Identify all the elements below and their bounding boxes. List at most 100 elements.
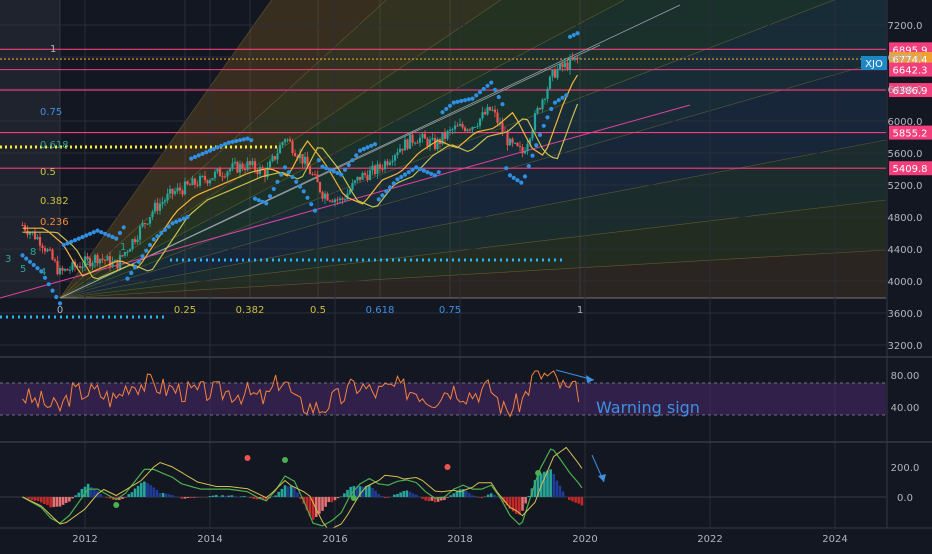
psar-dot [425,170,429,174]
macd-histogram-bar [159,493,162,497]
time-tick-label: 2022 [697,534,722,545]
macd-histogram-bar [384,497,387,498]
psar-dot [114,237,118,241]
psar-dot [534,143,538,147]
candle-body [231,163,233,169]
candle-body [356,177,358,181]
psar-dot [95,229,99,233]
macd-histogram-bar [415,495,418,497]
macd-histogram-bar [468,493,471,497]
candle-body [491,110,493,111]
macd-histogram-bar [277,492,280,497]
psar-dot [470,97,474,101]
macd-histogram-bar [27,497,30,499]
macd-histogram-bar [452,493,455,497]
psar-dot [437,170,441,174]
macd-histogram-bar [331,497,334,502]
macd-histogram-bar [62,497,65,505]
psar-dot [482,87,486,91]
macd-histogram-bar [546,471,549,497]
candle-body [279,145,281,153]
psar-dot [234,139,238,143]
macd-histogram-bar [524,497,527,503]
candle-body [481,112,483,118]
candle-body [176,188,178,192]
psar-dot [178,218,182,222]
macd-histogram-bar [446,497,449,498]
candle-body [154,203,156,212]
candle-body [389,162,391,165]
psar-dot [542,124,546,128]
candle-body [526,144,528,151]
macd-histogram-bar [377,494,380,497]
candle-body [341,198,343,200]
macd-histogram-bar [577,497,580,504]
candle-body [416,143,418,144]
candle-body [61,268,63,271]
macd-histogram-bar [224,496,227,497]
psar-dot [448,104,452,108]
macd-histogram-bar [227,496,230,497]
candle-body [551,70,553,77]
macd-histogram-bar [406,490,409,497]
psar-dot [489,81,493,85]
psar-dot [418,167,422,171]
candle-body [36,237,38,239]
psar-dot [189,157,193,161]
candle-body [369,170,371,180]
candle-body [539,108,541,109]
candle-body [524,151,526,153]
candle-body [501,123,503,132]
rsi-band [0,383,886,415]
fib-price-label: 0.5 [40,167,56,178]
psar-dot [88,232,92,236]
psar-dot [403,173,407,177]
psar-dot [167,225,171,229]
psar-dot [512,176,516,180]
macd-histogram-bar [56,497,59,507]
candle-body [376,164,378,174]
candle-body [51,250,53,260]
macd-histogram-bar [152,487,155,497]
macd-histogram-bar [146,483,149,497]
macd-histogram-bar [215,495,218,497]
macd-histogram-bar [46,497,49,505]
psar-dot [148,243,152,247]
symbol-badge[interactable]: XJO [861,56,887,70]
candle-body [544,99,546,100]
fib-price-label: 1 [50,44,56,55]
candle-body [566,62,568,69]
psar-dot [530,154,534,158]
psar-dot [429,172,433,176]
candle-body [289,139,291,141]
fib-time-label: 0.25 [174,305,196,316]
psar-dot [249,138,253,142]
macd-histogram-bar [93,489,96,497]
candle-body [69,270,71,271]
price-tick-label: 4400.0 [888,245,923,256]
macd-histogram-bar [162,493,165,497]
candle-body [131,239,133,249]
candle-body [149,217,151,224]
macd-histogram-bar [568,497,571,500]
psar-dot [185,215,189,219]
psar-dot [463,98,467,102]
candle-body [394,155,396,161]
macd-histogram-bar [49,497,52,507]
macd-histogram-bar [487,495,490,497]
macd-histogram-bar [168,494,171,497]
psar-dot [317,158,321,162]
candle-body [431,138,433,140]
candle-body [466,129,468,131]
psar-dot [474,93,478,97]
psar-dot [478,90,482,94]
candle-body [396,152,398,155]
candle-body [66,269,68,271]
fib-time-label: 0.618 [366,305,395,316]
psar-dot [433,173,437,177]
macd-histogram-bar [68,497,71,501]
macd-tick-label: 0.0 [897,493,913,504]
psar-dot [155,234,159,238]
psar-dot [309,202,313,206]
macd-histogram-bar [427,497,430,501]
